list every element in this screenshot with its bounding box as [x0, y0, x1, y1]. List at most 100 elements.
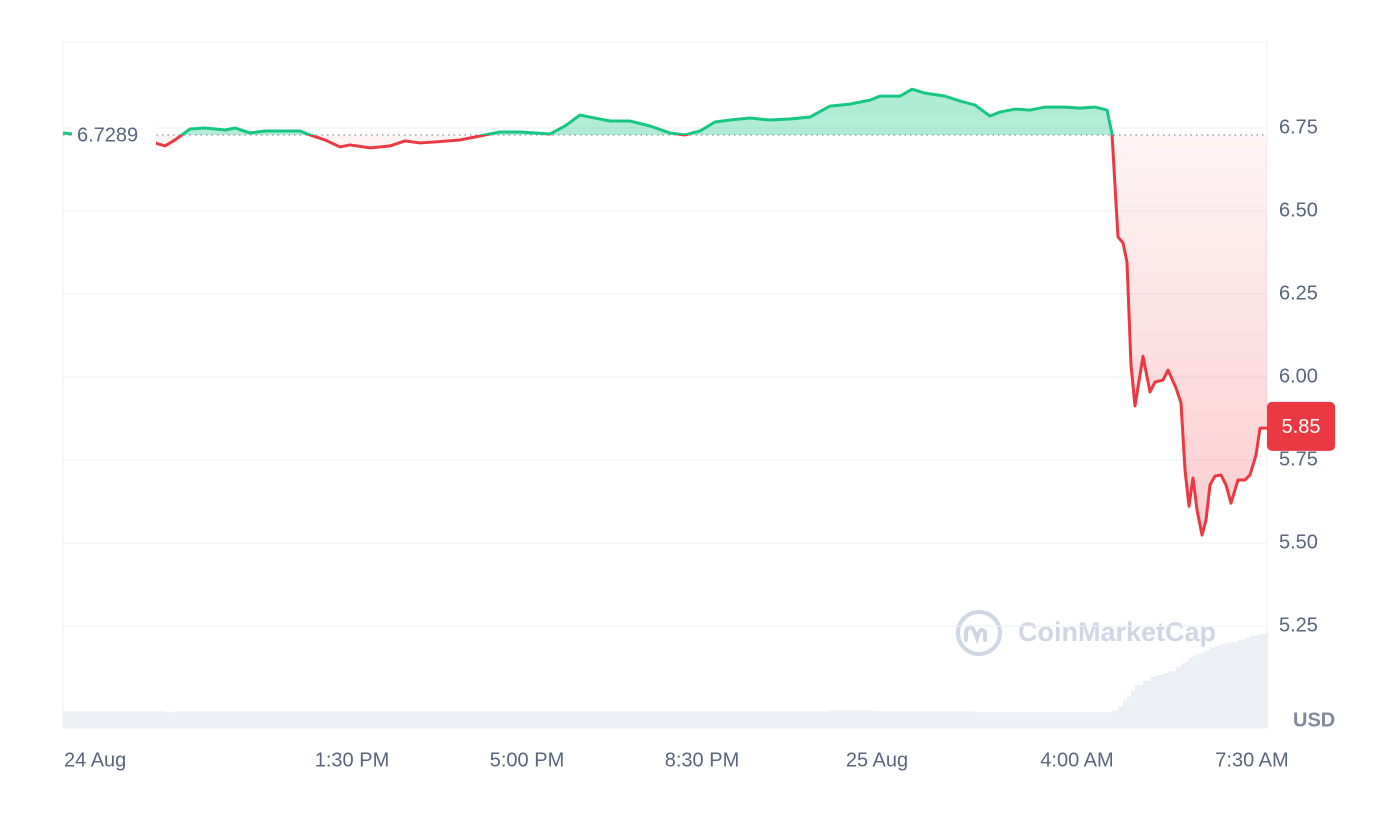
- volume-bar: [300, 711, 311, 728]
- volume-bar: [1176, 667, 1182, 728]
- volume-bar: [700, 711, 716, 728]
- volume-bar: [960, 711, 976, 728]
- volume-bar: [580, 711, 596, 728]
- volume-bar: [1267, 632, 1268, 728]
- y-tick-label: 5.75: [1279, 448, 1318, 470]
- volume-bar: [1215, 645, 1222, 728]
- volume-bar: [435, 711, 461, 728]
- volume-bar: [1231, 641, 1239, 728]
- volume-bar: [1131, 690, 1136, 728]
- volume-bar: [912, 711, 926, 728]
- volume-bar: [1226, 642, 1232, 728]
- volume-bar: [1221, 643, 1227, 728]
- volume-bar: [1210, 647, 1216, 728]
- volume-bar: [1143, 680, 1151, 728]
- volume-bar: [1197, 653, 1203, 728]
- volume-bar: [1193, 655, 1198, 728]
- volume-bar: [1163, 673, 1169, 728]
- volume-bar: [420, 711, 436, 728]
- volume-bar: [370, 711, 391, 728]
- x-tick-label: 1:30 PM: [315, 749, 389, 771]
- y-tick-label: 6.25: [1279, 282, 1318, 304]
- volume-bar: [945, 711, 961, 728]
- watermark-text: CoinMarketCap: [1018, 617, 1216, 647]
- x-tick-label: 7:30 AM: [1215, 749, 1288, 771]
- volume-bar: [900, 711, 913, 728]
- volume-bar: [1189, 657, 1194, 728]
- x-tick-label: 24 Aug: [64, 749, 126, 771]
- currency-label: USD: [1293, 709, 1335, 731]
- x-tick-label: 25 Aug: [846, 749, 908, 771]
- y-tick-label: 5.25: [1279, 614, 1318, 636]
- volume-bar: [520, 711, 551, 728]
- price-line-up: [62, 87, 1114, 136]
- volume-bar: [1260, 633, 1268, 728]
- volume-bar: [685, 711, 701, 728]
- watermark: CoinMarketCap: [956, 610, 1216, 656]
- volume-bar: [175, 711, 191, 728]
- volume-bar: [925, 711, 946, 728]
- price-line-down: [67, 135, 1267, 537]
- volume-bar: [550, 711, 566, 728]
- volume-bar: [265, 711, 301, 728]
- volume-bar: [250, 711, 266, 728]
- volume-bar: [810, 711, 831, 728]
- volume-bar: [1238, 639, 1246, 728]
- volume-bar: [730, 711, 751, 728]
- volume-bar: [1112, 710, 1119, 728]
- volume-bar: [1030, 712, 1046, 728]
- volume-bar: [100, 711, 156, 728]
- volume-bar: [715, 711, 731, 728]
- volume-bar: [975, 712, 991, 728]
- volume-bar: [1045, 712, 1066, 728]
- area-up: [63, 89, 1267, 136]
- volume-bar: [1155, 675, 1164, 728]
- volume-bar: [1256, 634, 1261, 728]
- volume-bar: [595, 711, 611, 728]
- volume-bar: [1206, 649, 1211, 728]
- volume-bar: [480, 711, 501, 728]
- y-tick-label: 6.00: [1279, 365, 1318, 387]
- y-tick-label: 6.50: [1279, 199, 1318, 221]
- volume-bar: [1127, 696, 1132, 728]
- volume-bar: [1015, 712, 1031, 728]
- volume-bar: [1245, 637, 1251, 728]
- current-price-label: 5.85: [1282, 416, 1321, 438]
- volume-bar: [630, 711, 651, 728]
- volume-bar: [1250, 635, 1257, 728]
- volume-bar: [500, 711, 521, 728]
- volume-bar: [63, 711, 101, 728]
- volume-bar: [1135, 684, 1144, 728]
- y-tick-label: 6.75: [1279, 116, 1318, 138]
- volume-bar: [1168, 671, 1177, 728]
- volume-bar: [870, 711, 881, 728]
- x-tick-label: 8:30 PM: [665, 749, 739, 771]
- volume-bar: [1181, 663, 1186, 728]
- volume-bar: [1118, 706, 1124, 728]
- volume-bar: [1123, 700, 1128, 728]
- volume-bar: [155, 711, 166, 728]
- volume-bar: [1107, 712, 1113, 728]
- volume-bar: [1000, 712, 1016, 728]
- volume-bar: [190, 711, 206, 728]
- volume-bar: [225, 711, 236, 728]
- volume-bar: [350, 711, 371, 728]
- volume-bar: [405, 711, 421, 728]
- volume-bar: [1185, 661, 1190, 728]
- volume-bar: [390, 711, 406, 728]
- volume-bar: [1202, 651, 1207, 728]
- volume-bar: [750, 711, 771, 728]
- volume-bar: [325, 711, 341, 728]
- volume-bar: [1065, 712, 1081, 728]
- volume-bar: [790, 711, 811, 728]
- volume-bar: [990, 712, 1001, 728]
- volume-bar: [650, 711, 671, 728]
- volume-bar: [235, 711, 251, 728]
- volume-bar: [1080, 712, 1096, 728]
- volume-bar: [670, 711, 686, 728]
- volume-bar: [850, 710, 871, 728]
- volume-bar: [340, 711, 351, 728]
- volume-bar: [460, 711, 481, 728]
